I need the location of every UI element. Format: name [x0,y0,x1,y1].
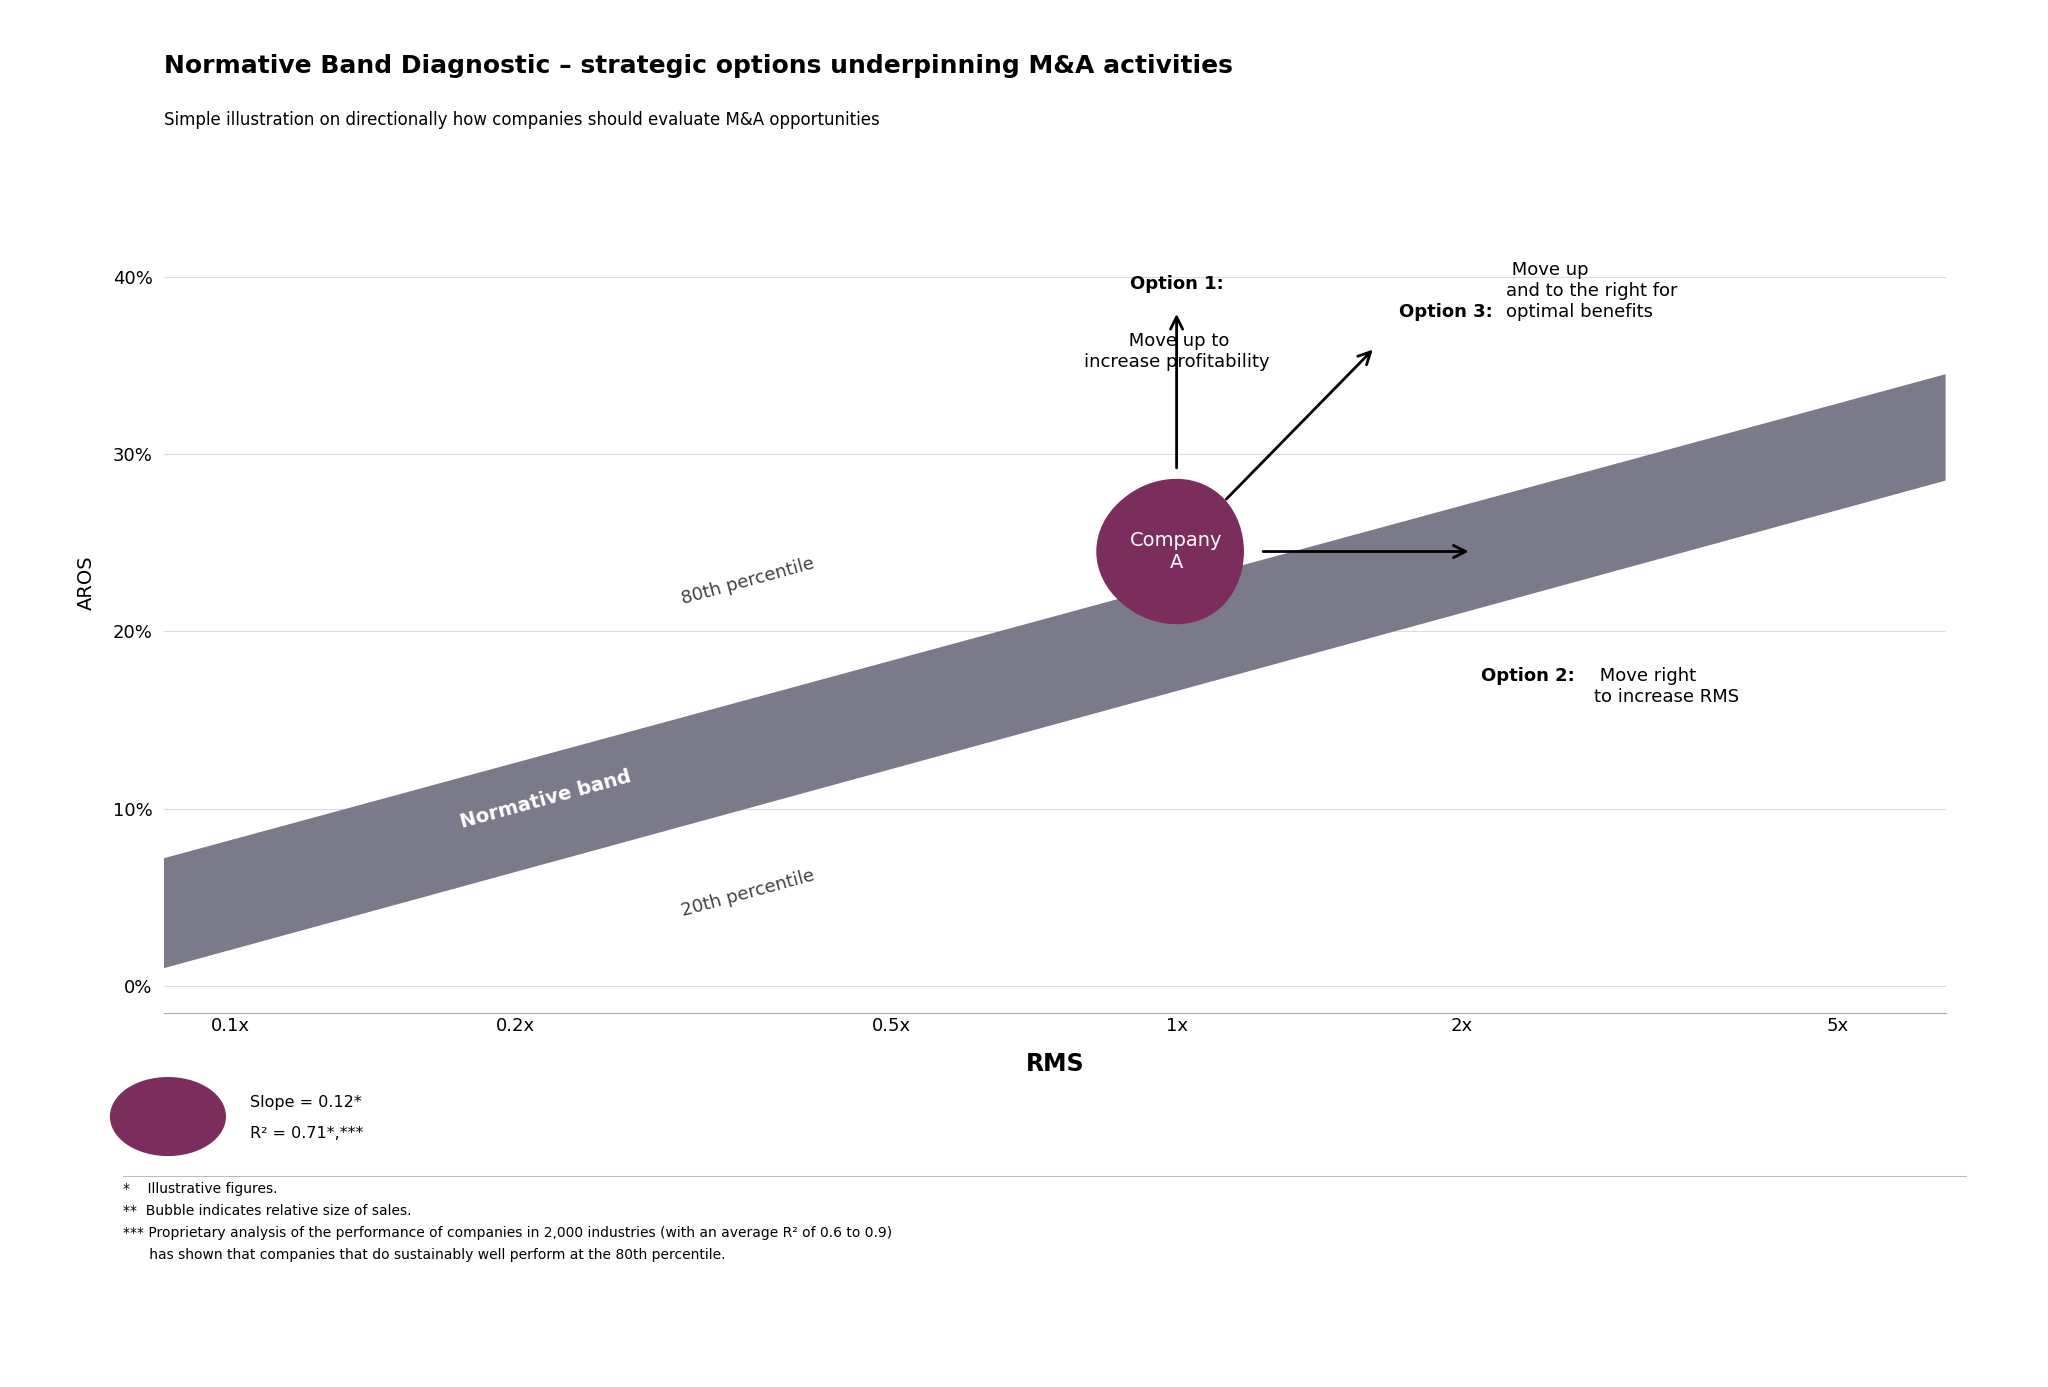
X-axis label: RMS: RMS [1026,1051,1083,1076]
Text: Normative band: Normative band [459,767,633,832]
Text: Move right
to increase RMS: Move right to increase RMS [1593,667,1739,706]
Text: Slope = 0.12*: Slope = 0.12* [250,1096,362,1110]
Text: Simple illustration on directionally how companies should evaluate M&A opportuni: Simple illustration on directionally how… [164,111,879,129]
Text: **  Bubble indicates relative size of sales.: ** Bubble indicates relative size of sal… [123,1204,412,1218]
Text: Move up to
increase profitability: Move up to increase profitability [1083,331,1270,370]
Polygon shape [164,374,1946,968]
Text: *** Proprietary analysis of the performance of companies in 2,000 industries (wi: *** Proprietary analysis of the performa… [123,1226,893,1240]
Y-axis label: AROS: AROS [78,555,96,610]
Text: Option 2:: Option 2: [1481,667,1575,685]
Text: Option 1:: Option 1: [1130,276,1223,293]
Text: R² = 0.71*,***: R² = 0.71*,*** [250,1126,362,1140]
Text: Normative Band Diagnostic – strategic options underpinning M&A activities: Normative Band Diagnostic – strategic op… [164,54,1233,78]
Text: *    Illustrative figures.: * Illustrative figures. [123,1182,276,1196]
Ellipse shape [1098,480,1243,624]
Text: Company
A: Company A [1130,531,1223,571]
Text: $Xm
sales**: $Xm sales** [145,1103,190,1130]
Text: has shown that companies that do sustainably well perform at the 80th percentile: has shown that companies that do sustain… [123,1248,725,1262]
Text: 20th percentile: 20th percentile [680,867,817,920]
Text: Option 3:: Option 3: [1399,302,1493,320]
Text: Move up
and to the right for
optimal benefits: Move up and to the right for optimal ben… [1505,261,1677,320]
Text: 80th percentile: 80th percentile [680,555,817,608]
